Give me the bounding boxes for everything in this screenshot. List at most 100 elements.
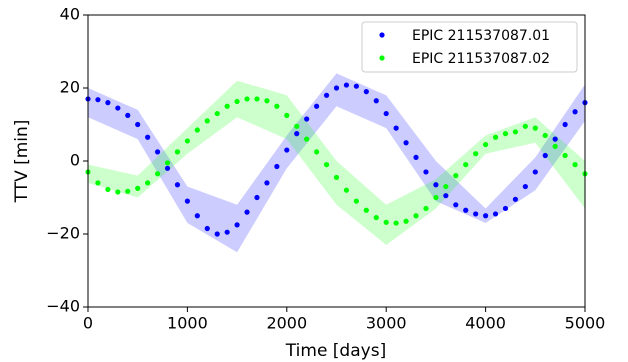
- x-tick-label: 4000: [465, 314, 506, 333]
- data-point: [473, 211, 479, 217]
- data-point: [502, 131, 509, 137]
- data-point: [174, 182, 181, 188]
- uncertainty-band: [88, 80, 585, 245]
- data-point: [333, 174, 340, 181]
- data-point: [353, 198, 359, 204]
- legend-marker: [379, 32, 385, 38]
- data-point: [254, 96, 260, 102]
- data-point: [463, 162, 469, 168]
- data-point: [314, 103, 320, 109]
- data-point: [274, 103, 280, 109]
- data-point: [294, 123, 300, 129]
- data-point: [105, 100, 111, 106]
- data-point: [463, 207, 469, 213]
- data-point: [403, 218, 409, 224]
- data-point: [423, 205, 429, 212]
- data-point: [234, 98, 240, 105]
- data-point: [135, 121, 141, 128]
- data-point: [562, 152, 568, 159]
- data-point: [333, 85, 340, 91]
- data-point: [492, 134, 499, 140]
- data-point: [373, 98, 379, 104]
- data-point: [353, 83, 359, 89]
- data-point: [264, 180, 270, 186]
- data-point: [204, 225, 210, 232]
- data-point: [512, 196, 519, 202]
- data-point: [473, 151, 479, 157]
- data-point: [403, 140, 409, 146]
- data-point: [184, 138, 190, 144]
- data-point: [363, 207, 369, 213]
- data-point: [532, 125, 538, 131]
- data-point: [393, 220, 399, 226]
- legend-label: EPIC 211537087.02: [412, 51, 550, 67]
- data-point: [135, 185, 141, 191]
- data-point: [552, 143, 558, 149]
- data-point: [552, 136, 558, 142]
- data-point: [304, 116, 310, 122]
- data-point: [512, 129, 519, 135]
- data-point: [453, 173, 459, 179]
- data-point: [542, 132, 548, 139]
- data-point: [522, 183, 528, 190]
- data-point: [483, 213, 489, 219]
- data-point: [502, 205, 509, 212]
- data-point: [274, 163, 280, 170]
- data-point: [443, 193, 449, 199]
- y-tick-label: 20: [60, 78, 80, 97]
- data-point: [453, 202, 459, 208]
- legend-marker: [379, 55, 385, 61]
- data-point: [154, 171, 161, 177]
- data-point: [363, 89, 369, 95]
- data-point: [204, 118, 210, 124]
- legend-label: EPIC 211537087.01: [412, 28, 550, 44]
- y-axis-label: TTV [min]: [12, 120, 32, 204]
- data-point: [532, 169, 538, 175]
- data-point: [314, 149, 320, 155]
- data-point: [115, 189, 121, 195]
- y-tick-label: 40: [60, 5, 80, 24]
- data-point: [542, 152, 548, 159]
- data-point: [483, 141, 489, 148]
- data-point: [184, 198, 190, 204]
- legend-box: [361, 21, 578, 73]
- y-tick-label: 0: [70, 151, 80, 170]
- x-tick-label: 3000: [366, 314, 407, 333]
- data-point: [522, 123, 528, 129]
- data-point: [572, 109, 578, 115]
- data-point: [194, 213, 200, 219]
- data-point: [323, 162, 330, 168]
- data-point: [373, 214, 379, 221]
- data-point: [294, 131, 300, 137]
- y-tick-label: −40: [46, 297, 80, 316]
- data-point: [105, 186, 111, 193]
- data-point: [264, 98, 270, 104]
- data-point: [224, 103, 230, 109]
- data-point: [115, 105, 121, 111]
- data-point: [423, 169, 429, 175]
- data-point: [343, 187, 350, 193]
- x-tick-label: 0: [83, 314, 93, 333]
- data-point: [125, 112, 131, 118]
- data-point: [125, 188, 131, 194]
- data-point: [95, 180, 101, 186]
- data-point: [562, 121, 568, 128]
- data-point: [284, 112, 290, 118]
- data-point: [393, 125, 399, 131]
- data-point: [145, 180, 151, 186]
- x-axis-label: Time [days]: [285, 341, 386, 361]
- data-point: [224, 229, 230, 235]
- y-tick-label: −20: [46, 224, 80, 243]
- data-point: [443, 183, 449, 190]
- data-point: [254, 194, 260, 201]
- data-point: [194, 127, 200, 133]
- data-point: [214, 110, 220, 117]
- data-point: [433, 182, 439, 188]
- data-point: [383, 219, 389, 225]
- data-point: [413, 213, 419, 219]
- data-point: [214, 231, 220, 237]
- data-point: [433, 194, 439, 201]
- data-point: [234, 222, 240, 228]
- data-point: [343, 82, 350, 88]
